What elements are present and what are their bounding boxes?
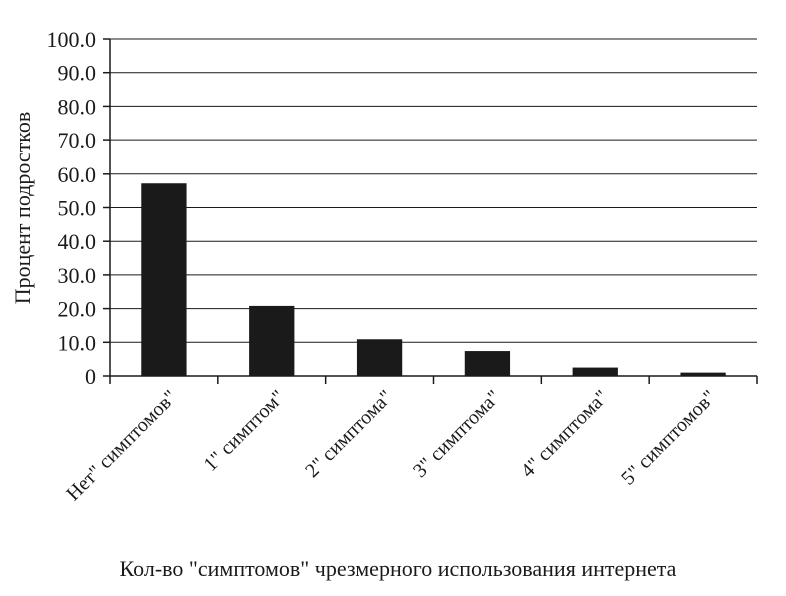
x-category-label: 4" симптома" bbox=[517, 386, 613, 482]
y-tick-label: 100.0 bbox=[47, 27, 97, 52]
bar bbox=[572, 367, 618, 376]
x-category-label: 2" симптома" bbox=[301, 386, 397, 482]
x-category-label: 5" симптомов" bbox=[617, 386, 721, 490]
y-tick-label: 50.0 bbox=[58, 196, 97, 221]
bar bbox=[464, 351, 511, 376]
bar bbox=[680, 372, 726, 376]
x-axis-ticks bbox=[109, 376, 758, 384]
x-category-label: Нет" симптомов" bbox=[62, 386, 181, 505]
y-tick-label: 70.0 bbox=[58, 128, 97, 153]
y-tick-label: 90.0 bbox=[58, 61, 97, 86]
x-category-label: 1" симптом" bbox=[199, 386, 289, 476]
bar bbox=[356, 339, 403, 376]
y-tick-label: 40.0 bbox=[58, 229, 97, 254]
x-category-label: 3" симптома" bbox=[409, 386, 505, 482]
y-tick-label: 10.0 bbox=[58, 330, 97, 355]
y-tick-label: 0 bbox=[85, 364, 96, 389]
y-tick-label: 60.0 bbox=[58, 162, 97, 187]
x-axis-title: Кол-во "симптомов" чрезмерного использов… bbox=[120, 556, 677, 581]
y-axis-title: Процент подростков bbox=[10, 112, 35, 305]
y-tick-label: 30.0 bbox=[58, 263, 97, 288]
gridlines bbox=[110, 38, 757, 343]
x-axis-category-labels: Нет" симптомов" 1" симптом" 2" симптома" 3"… bbox=[62, 386, 720, 505]
y-tick-label: 20.0 bbox=[58, 297, 97, 322]
y-tick-label: 80.0 bbox=[58, 94, 97, 119]
bar bbox=[141, 183, 187, 376]
bar bbox=[249, 305, 295, 376]
bars bbox=[141, 183, 726, 376]
y-axis-ticks: 0 10.0 20.0 30.0 40.0 50.0 60.0 70.0 80.0 90.0 100… bbox=[47, 27, 110, 389]
